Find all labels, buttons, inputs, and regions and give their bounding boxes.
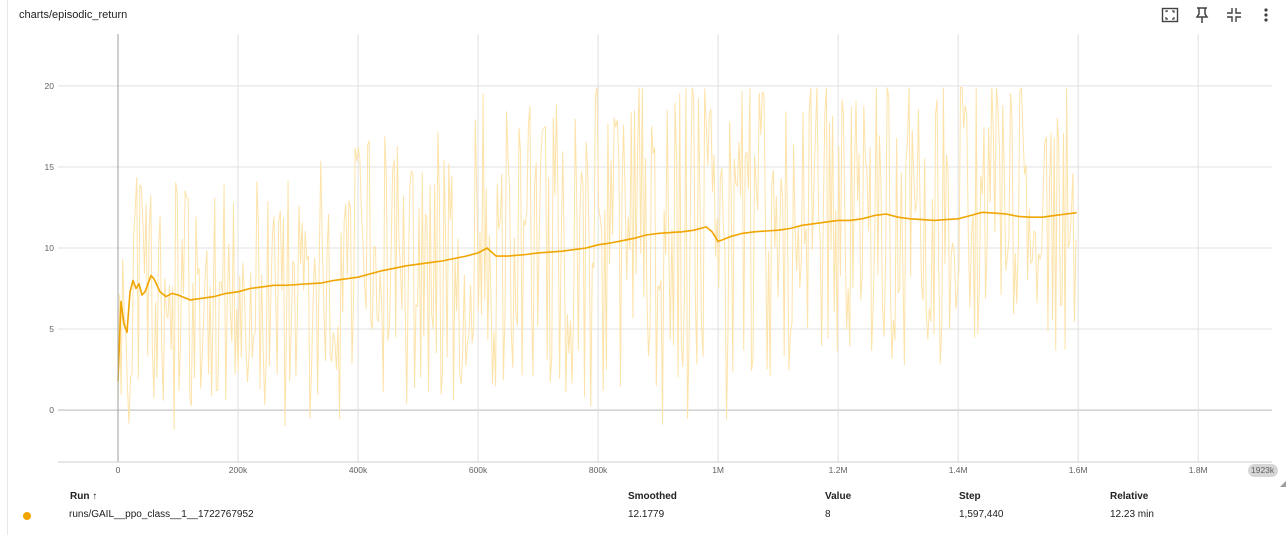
y-tick-label: 20 (45, 81, 55, 91)
x-tick-label: 1.6M (1069, 465, 1088, 475)
raw-series-line (117, 87, 1077, 430)
chart-title: charts/episodic_return (19, 9, 128, 21)
run-name: runs/GAIL__ppo_class__1__1722767952 (69, 509, 254, 520)
y-tick-label: 10 (45, 243, 55, 253)
tick-labels: 0 5 10 15 20 0 200k 400k 600k 800k 1M 1.2M 1.4M 1.6M 1… (45, 81, 1278, 477)
fit-domain-icon (1227, 8, 1241, 22)
col-header-relative[interactable]: Relative (1110, 491, 1149, 502)
run-color-dot (23, 512, 31, 520)
more-vert-icon (1264, 8, 1268, 22)
col-header-run[interactable]: Run ↑ (70, 491, 98, 502)
card-divider (7, 0, 8, 535)
data-table: Run ↑ Smoothed Value Step Relative runs/… (0, 488, 1288, 535)
raw-series (117, 87, 1077, 430)
pin-button[interactable] (1190, 5, 1214, 25)
y-tick-label: 5 (49, 324, 54, 334)
relative-value: 12.23 min (1110, 509, 1154, 520)
x-tick-label: 800k (589, 465, 608, 475)
x-tick-label: 600k (469, 465, 488, 475)
step-value: 1,597,440 (959, 509, 1004, 520)
smoothed-series-line (117, 211, 1077, 381)
x-tick-label: 1.8M (1189, 465, 1208, 475)
x-max-label: 1923k (1251, 465, 1275, 475)
fullscreen-button[interactable] (1158, 5, 1182, 25)
more-options-button[interactable] (1254, 5, 1278, 25)
col-header-smoothed[interactable]: Smoothed (628, 491, 677, 502)
x-tick-label: 1M (712, 465, 724, 475)
resize-handle[interactable]: ◢ (1279, 479, 1286, 488)
x-max-pill-bg (1248, 464, 1278, 477)
x-max-extent-pill: 1923k (1248, 464, 1278, 477)
x-tick-label: 1.4M (949, 465, 968, 475)
fullscreen-icon (1161, 7, 1179, 23)
smoothed-series-layer (117, 211, 1077, 381)
x-tick-label: 0 (116, 465, 121, 475)
y-tick-label: 0 (49, 405, 54, 415)
axes (58, 34, 1272, 463)
card-toolbar (1158, 5, 1278, 25)
pin-icon (1195, 7, 1209, 23)
x-tick-label: 200k (229, 465, 248, 475)
smoothed-value: 12.1779 (628, 509, 665, 520)
col-header-value[interactable]: Value (825, 491, 852, 502)
fit-domain-button[interactable] (1222, 5, 1246, 25)
x-tick-label: 1.2M (829, 465, 848, 475)
col-header-step[interactable]: Step (959, 491, 981, 502)
x-tick-label: 400k (349, 465, 368, 475)
raw-value: 8 (825, 509, 831, 520)
line-chart[interactable]: 0 5 10 15 20 0 200k 400k 600k 800k 1M 1.2M 1.4M 1.6M 1… (0, 0, 1288, 488)
y-tick-label: 15 (45, 162, 55, 172)
